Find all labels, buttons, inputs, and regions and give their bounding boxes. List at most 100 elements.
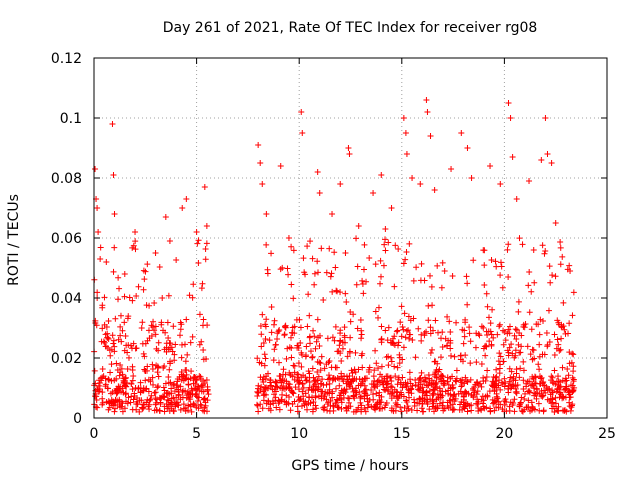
data-point	[95, 388, 102, 395]
data-point	[292, 384, 299, 391]
data-point	[371, 367, 378, 374]
data-point	[509, 154, 516, 160]
data-point	[438, 284, 445, 291]
data-point	[565, 372, 572, 379]
data-point	[429, 346, 436, 353]
data-point	[187, 403, 194, 410]
data-point	[490, 334, 497, 341]
data-point	[201, 395, 208, 402]
data-point	[423, 97, 430, 103]
data-point	[419, 408, 426, 415]
data-point	[347, 318, 354, 325]
data-point	[464, 408, 471, 415]
data-point	[298, 109, 305, 115]
data-point	[126, 294, 133, 301]
data-point	[147, 378, 154, 385]
data-point	[473, 391, 480, 398]
data-point	[203, 240, 210, 247]
data-point	[284, 265, 291, 272]
data-point	[117, 362, 124, 369]
data-point	[168, 344, 175, 351]
data-point	[121, 405, 128, 412]
data-point	[403, 383, 410, 390]
data-point	[101, 294, 108, 301]
data-point	[562, 383, 569, 390]
data-point	[186, 292, 193, 299]
data-point	[288, 388, 295, 395]
data-point	[178, 376, 185, 383]
data-point	[431, 371, 438, 378]
data-point	[149, 361, 156, 368]
data-point	[518, 407, 525, 414]
data-point	[332, 385, 339, 392]
data-point	[378, 323, 385, 330]
data-point	[438, 335, 445, 342]
data-point	[336, 375, 343, 382]
data-point	[137, 379, 144, 386]
data-point	[495, 398, 502, 405]
data-point	[258, 360, 265, 367]
data-point	[171, 388, 178, 395]
data-point	[513, 336, 520, 343]
data-point	[549, 396, 556, 403]
data-point	[183, 394, 190, 401]
data-point	[520, 377, 527, 384]
y-tick-labels: 0 0.02 0.04 0.06 0.08 0.1 0.12	[51, 51, 82, 427]
data-point	[416, 395, 423, 402]
data-point	[110, 399, 117, 406]
data-point	[163, 400, 170, 407]
data-point	[377, 405, 384, 412]
data-point	[112, 387, 119, 394]
data-point	[399, 384, 406, 391]
data-point	[361, 404, 368, 411]
x-tick-label: 0	[90, 426, 99, 442]
data-point	[388, 407, 395, 414]
data-point	[124, 365, 131, 372]
data-point	[254, 402, 261, 409]
data-point	[420, 388, 427, 395]
data-point	[301, 402, 308, 409]
data-point	[487, 163, 494, 169]
data-point	[403, 327, 410, 334]
data-point	[288, 354, 295, 361]
data-point	[115, 296, 122, 303]
data-point	[192, 381, 199, 388]
data-point	[362, 390, 369, 397]
data-point	[324, 407, 331, 414]
data-point	[388, 395, 395, 402]
data-point	[108, 400, 115, 407]
data-point	[347, 403, 354, 410]
data-point	[315, 373, 322, 380]
data-point	[496, 370, 503, 377]
data-point	[94, 205, 101, 211]
data-point	[540, 318, 547, 325]
data-point	[403, 151, 410, 157]
data-point	[340, 378, 347, 385]
data-point	[435, 329, 442, 336]
data-point	[333, 287, 340, 294]
data-point	[258, 331, 265, 338]
data-point	[122, 332, 129, 339]
data-point	[337, 350, 344, 357]
data-point	[461, 333, 468, 340]
data-point	[524, 343, 531, 350]
y-tick-label: 0.08	[51, 171, 82, 187]
data-point	[536, 341, 543, 348]
data-point	[111, 377, 118, 384]
data-point	[314, 368, 321, 375]
data-point	[275, 397, 282, 404]
data-point	[526, 178, 533, 184]
data-point	[268, 329, 275, 336]
data-point	[341, 386, 348, 393]
data-point	[297, 340, 304, 347]
data-point	[506, 330, 513, 337]
data-point	[304, 243, 311, 250]
data-point	[150, 318, 157, 325]
data-point	[131, 390, 138, 397]
data-point	[567, 268, 574, 274]
data-point	[347, 383, 354, 390]
data-point	[450, 384, 457, 391]
data-point	[488, 341, 495, 348]
data-point	[498, 259, 505, 266]
data-point	[568, 359, 575, 366]
